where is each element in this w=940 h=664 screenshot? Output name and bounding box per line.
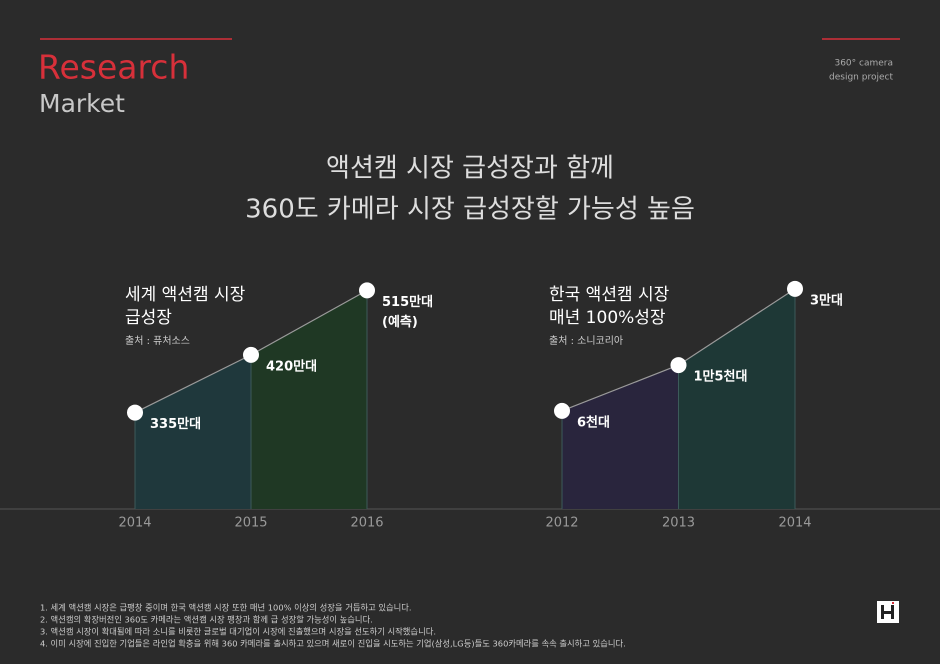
chart-source: 출처 : 소니코리아 bbox=[549, 335, 623, 347]
x-tick-label: 2014 bbox=[118, 516, 151, 531]
chart-title: 세계 액션캠 시장 bbox=[125, 285, 246, 305]
annotation: (예측) bbox=[382, 314, 418, 330]
footnote: 3. 액션캠 시장이 확대됨에 따라 소니를 비롯한 글로벌 대기업이 시장에 … bbox=[40, 627, 436, 637]
headline: 360도 카메라 시장 급성장할 가능성 높음 bbox=[245, 195, 695, 225]
value-label: 420만대 bbox=[266, 358, 317, 374]
point bbox=[359, 282, 375, 299]
logo bbox=[877, 601, 899, 623]
footnote: 4. 이미 시장에 진입한 기업들은 라인업 확충을 위해 360 카메라를 출… bbox=[40, 639, 626, 649]
footnotes: 1. 세계 액션캠 시장은 급팽창 중이며 한국 액션캠 시장 또한 매년 10… bbox=[40, 603, 626, 649]
point bbox=[243, 346, 259, 363]
logo-shape bbox=[891, 605, 894, 619]
logo-shape bbox=[884, 611, 891, 614]
subtitle: Market bbox=[39, 89, 125, 118]
point bbox=[787, 280, 803, 297]
chart-title: 매년 100%성장 bbox=[549, 308, 666, 328]
x-tick-label: 2013 bbox=[662, 516, 695, 531]
x-tick-label: 2012 bbox=[545, 516, 578, 531]
headline: 액션캠 시장 급성장과 함께 bbox=[326, 154, 614, 184]
area-segment bbox=[135, 354, 251, 509]
x-tick-label: 2014 bbox=[778, 516, 811, 531]
project-label: design project bbox=[829, 73, 893, 83]
point bbox=[127, 404, 143, 421]
x-tick-label: 2016 bbox=[350, 516, 383, 531]
x-tick-label: 2015 bbox=[234, 516, 267, 531]
area-segment bbox=[251, 290, 367, 509]
area-segment bbox=[678, 288, 795, 509]
point bbox=[554, 402, 570, 419]
value-label: 3만대 bbox=[810, 292, 843, 308]
logo-dot bbox=[892, 602, 894, 604]
logo-shape bbox=[881, 605, 884, 619]
chart-title: 한국 액션캠 시장 bbox=[549, 285, 670, 305]
area-segment bbox=[562, 365, 679, 509]
chart-title: 급성장 bbox=[125, 308, 172, 328]
chart-source: 출처 : 퓨처소스 bbox=[125, 335, 190, 347]
footnote: 1. 세계 액션캠 시장은 급팽창 중이며 한국 액션캠 시장 또한 매년 10… bbox=[40, 603, 412, 613]
footnote: 2. 액션캠의 확장버전인 360도 카메라는 액션캠 시장 팽창과 함께 급 … bbox=[40, 615, 373, 625]
title: Research bbox=[38, 48, 189, 87]
value-label: 1만5천대 bbox=[694, 369, 748, 385]
value-label: 515만대 bbox=[382, 294, 433, 310]
point bbox=[670, 357, 687, 374]
value-label: 335만대 bbox=[150, 416, 201, 432]
value-label: 6천대 bbox=[577, 415, 610, 430]
project-label: 360° camera bbox=[834, 59, 893, 69]
